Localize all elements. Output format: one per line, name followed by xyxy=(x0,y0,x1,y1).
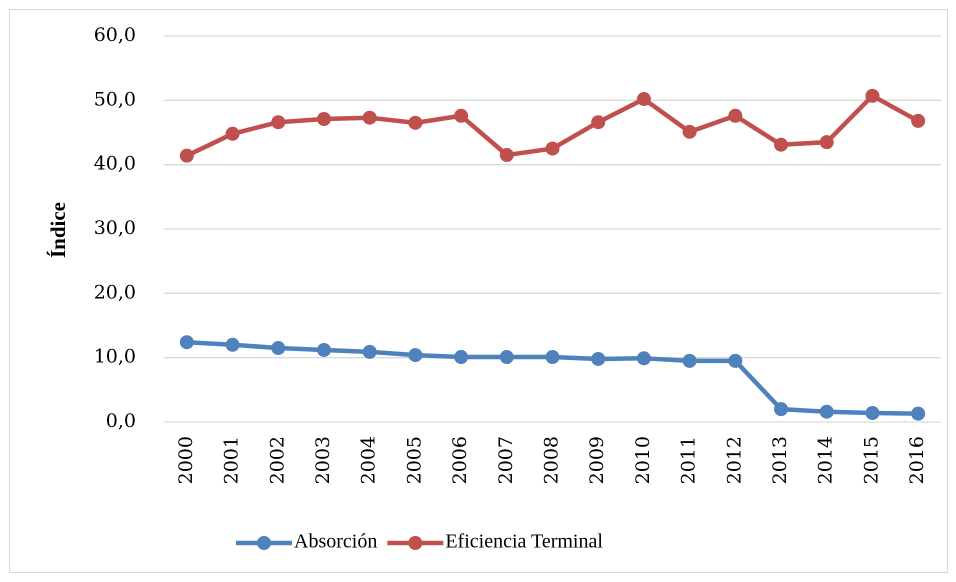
x-tick-label: 2008 xyxy=(541,436,563,484)
x-tick-label: 2009 xyxy=(586,436,608,484)
point-marker xyxy=(408,348,423,363)
y-tick-label: 50,0 xyxy=(94,88,136,110)
y-tick-label: 40,0 xyxy=(94,153,136,175)
y-axis-label: Índice xyxy=(46,202,70,258)
x-tick-label: 2014 xyxy=(815,436,837,484)
point-marker xyxy=(454,350,469,365)
point-marker xyxy=(225,126,240,141)
point-marker xyxy=(591,351,606,366)
point-marker xyxy=(636,351,651,366)
x-tick-label: 2007 xyxy=(495,436,517,484)
chart-border xyxy=(9,9,948,573)
x-tick-label: 2011 xyxy=(678,436,700,484)
point-marker xyxy=(819,135,834,150)
legend-marker xyxy=(257,536,271,550)
point-marker xyxy=(454,108,469,123)
x-tick-label: 2006 xyxy=(449,436,471,484)
point-marker xyxy=(362,110,377,125)
point-marker xyxy=(316,111,331,126)
point-marker xyxy=(271,115,286,130)
point-marker xyxy=(362,344,377,359)
y-tick-label: 10,0 xyxy=(94,346,136,368)
x-tick-label: 2010 xyxy=(632,436,654,484)
point-marker xyxy=(499,350,514,365)
x-tick-label: 2005 xyxy=(403,436,425,484)
point-marker xyxy=(682,124,697,139)
point-marker xyxy=(819,404,834,419)
point-marker xyxy=(545,350,560,365)
point-marker xyxy=(545,141,560,156)
point-marker xyxy=(774,402,789,417)
y-tick-label: 0,0 xyxy=(106,410,136,432)
x-tick-label: 2016 xyxy=(906,436,928,484)
point-marker xyxy=(911,113,926,128)
legend-label: Absorción xyxy=(294,531,377,553)
point-marker xyxy=(682,353,697,368)
point-marker xyxy=(728,353,743,368)
x-tick-label: 2004 xyxy=(358,436,380,484)
x-tick-label: 2001 xyxy=(221,436,243,484)
point-marker xyxy=(728,108,743,123)
y-tick-label: 60,0 xyxy=(94,24,136,46)
point-marker xyxy=(499,148,514,163)
y-tick-label: 30,0 xyxy=(94,217,136,239)
legend-marker xyxy=(408,536,423,550)
legend-label: Eficiencia Terminal xyxy=(445,531,603,553)
x-tick-label: 2015 xyxy=(860,436,882,484)
x-tick-label: 2003 xyxy=(312,436,334,484)
point-marker xyxy=(271,341,286,356)
x-tick-label: 2000 xyxy=(175,436,197,484)
point-marker xyxy=(179,148,194,163)
point-marker xyxy=(774,137,789,152)
point-marker xyxy=(225,337,240,352)
point-marker xyxy=(591,115,606,130)
point-marker xyxy=(865,88,880,103)
point-marker xyxy=(179,335,194,350)
point-marker xyxy=(865,405,880,420)
x-tick-label: 2002 xyxy=(266,436,288,484)
y-tick-label: 20,0 xyxy=(94,281,136,303)
x-tick-label: 2012 xyxy=(723,436,745,484)
x-tick-label: 2013 xyxy=(769,436,791,484)
point-marker xyxy=(636,92,651,107)
point-marker xyxy=(408,115,423,130)
point-marker xyxy=(316,342,331,357)
point-marker xyxy=(911,406,926,421)
